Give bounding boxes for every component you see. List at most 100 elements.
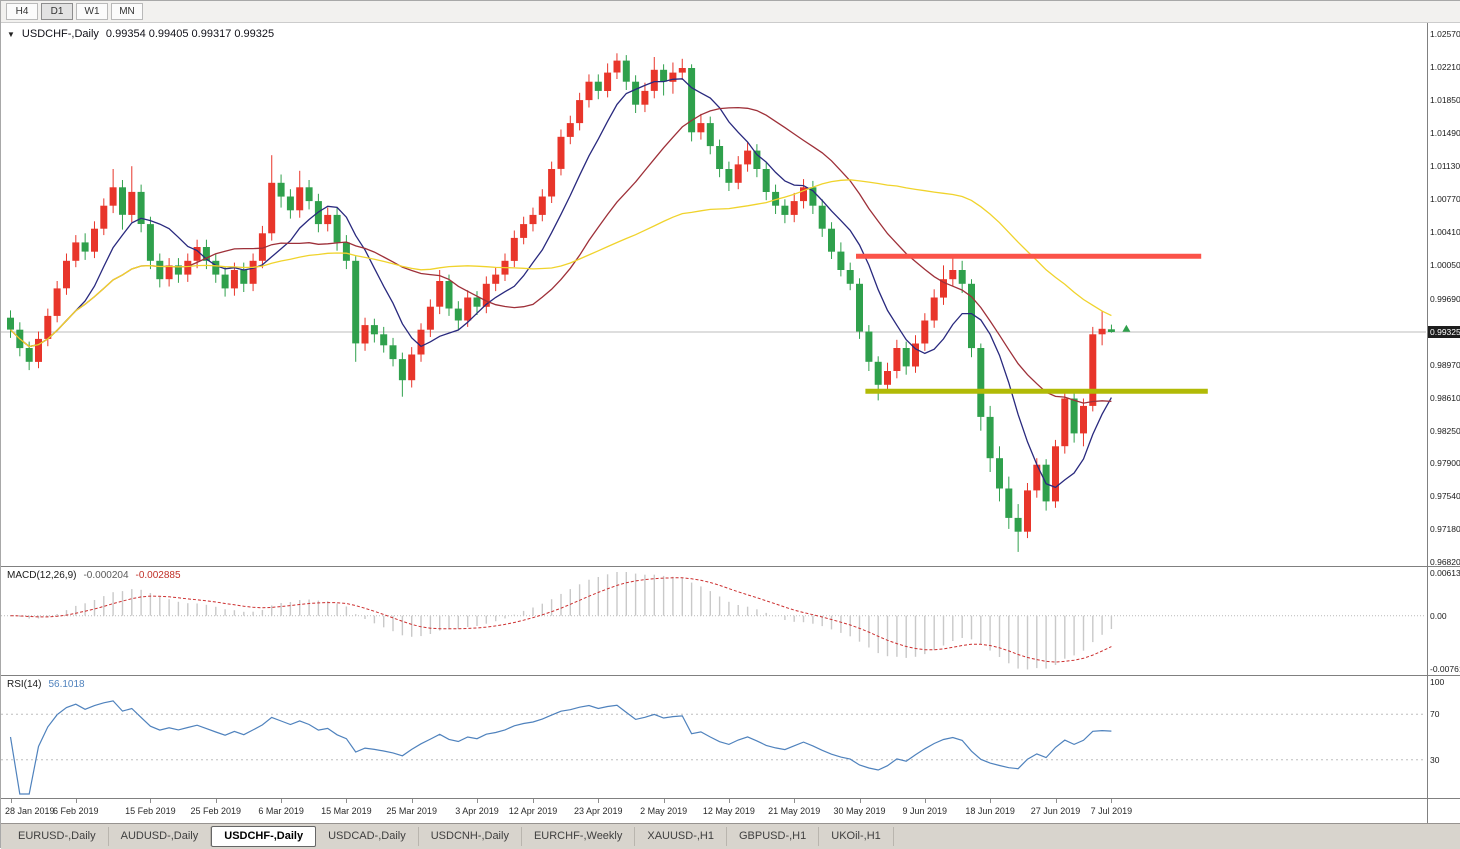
time-axis-label: 25 Mar 2019 <box>386 806 437 816</box>
price-axis-label: 0.98610 <box>1430 392 1460 403</box>
rsi-label: RSI(14) <box>7 679 42 690</box>
macd-chart[interactable] <box>1 567 1426 675</box>
time-axis-tick <box>533 799 534 803</box>
timeframe-button-h4[interactable]: H4 <box>6 3 38 20</box>
time-axis-label: 3 Apr 2019 <box>455 806 499 816</box>
ma-fast-line <box>10 78 1112 489</box>
time-axis-tick <box>728 799 730 803</box>
time-axis-tick <box>1055 799 1057 803</box>
current-price-tag: 0.99325 <box>1428 326 1460 338</box>
time-axis-tick <box>794 799 796 803</box>
price-axis-label: 0.97540 <box>1430 490 1460 501</box>
price-axis-label: 1.00050 <box>1430 260 1460 271</box>
time-axis-tick <box>281 799 283 803</box>
rsi-axis[interactable]: 100 70 30 <box>1427 676 1460 798</box>
time-axis-label: 30 May 2019 <box>833 806 886 816</box>
price-axis-label: 1.01130 <box>1430 161 1460 172</box>
macd-panel: MACD(12,26,9) -0.000204 -0.002885 0.0061… <box>1 567 1460 676</box>
timeframe-button-d1[interactable]: D1 <box>41 3 73 20</box>
rsi-line <box>9 700 1112 795</box>
time-axis-label: 7 Jul 2019 <box>1090 806 1133 816</box>
chart-tab-audusd[interactable]: AUDUSD-,Daily <box>109 827 212 846</box>
time-axis-label: 27 Jun 2019 <box>1030 806 1081 816</box>
chart-tabs-bar: EURUSD-,Daily AUDUSD-,Daily USDCHF-,Daily U… <box>1 823 1460 849</box>
time-axis-label: 6 Mar 2019 <box>258 806 304 816</box>
chart-header: ▼ USDCHF-,Daily 0.99354 0.99405 0.99317 … <box>7 28 274 40</box>
ma-mid-line <box>10 106 1112 404</box>
chart-tab-usdcad[interactable]: USDCAD-,Daily <box>316 827 419 846</box>
time-axis-label: 15 Mar 2019 <box>321 806 372 816</box>
chart-tab-gbpusd[interactable]: GBPUSD-,H1 <box>727 827 820 846</box>
price-axis-label: 0.98250 <box>1430 425 1460 436</box>
time-axis-label: 12 May 2019 <box>702 806 755 816</box>
time-axis-tick <box>411 799 413 803</box>
time-axis-tick <box>1111 799 1113 803</box>
price-axis[interactable]: 1.02570 1.02210 1.01850 1.01490 1.01130 1.007… <box>1427 23 1460 567</box>
chart-tab-usdchf[interactable]: USDCHF-,Daily <box>211 826 317 847</box>
rsi-value: 56.1018 <box>48 679 85 690</box>
time-axis-tick <box>990 799 992 803</box>
chart-tab-xauusd[interactable]: XAUUSD-,H1 <box>635 827 727 846</box>
chart-ohlc-readout: 0.99354 0.99405 0.99317 0.99325 <box>105 28 275 40</box>
chart-tab-ukoil[interactable]: UKOil-,H1 <box>819 827 894 846</box>
price-axis-label: 1.00410 <box>1430 227 1460 238</box>
chart-tab-eurchf[interactable]: EURCHF-,Weekly <box>522 827 636 846</box>
time-axis-tick <box>75 799 77 803</box>
timeframe-toolbar: H4 D1 W1 MN <box>1 1 1460 23</box>
time-axis-tick <box>10 799 12 803</box>
axis-corner <box>1427 799 1460 823</box>
price-marker <box>1122 324 1131 332</box>
time-axis-label: 25 Feb 2019 <box>190 806 242 816</box>
time-axis-tick <box>346 799 348 803</box>
time-axis-label: 21 May 2019 <box>768 806 821 816</box>
chart-symbol-label: USDCHF-,Daily <box>21 28 99 40</box>
chart-tab-eurusd[interactable]: EURUSD-,Daily <box>6 827 109 846</box>
price-axis-label: 1.01490 <box>1430 128 1460 139</box>
time-axis-tick <box>663 799 665 803</box>
time-axis-tick <box>215 799 217 803</box>
time-axis-label: 2 May 2019 <box>640 806 688 816</box>
price-axis-label: 1.02210 <box>1430 62 1460 73</box>
timeframe-button-w1[interactable]: W1 <box>76 3 108 20</box>
ma-slow-line <box>10 179 1112 348</box>
collapse-icon[interactable]: ▼ <box>7 29 15 39</box>
chart-tab-usdcnh[interactable]: USDCNH-,Daily <box>419 827 522 846</box>
time-axis-tick <box>477 799 478 803</box>
time-axis-tick <box>859 799 861 803</box>
price-axis-label: 0.97180 <box>1430 523 1460 534</box>
price-axis-label: 1.02570 <box>1430 29 1460 39</box>
time-axis-label: 12 Apr 2019 <box>508 806 558 816</box>
macd-axis-label: -0.00761 <box>1430 664 1460 674</box>
macd-axis-label: 0.00613 <box>1430 568 1460 578</box>
price-axis-label: 0.99690 <box>1430 293 1460 304</box>
macd-main-value: -0.000204 <box>83 570 129 581</box>
rsi-axis-label: 30 <box>1430 754 1440 765</box>
macd-histogram <box>19 572 1113 670</box>
time-axis[interactable]: 28 Jan 2019 6 Feb 2019 15 Feb 2019 25 Feb 2… <box>1 799 1460 823</box>
rsi-axis-label: 100 <box>1430 677 1445 687</box>
price-axis-label: 1.01850 <box>1430 95 1460 106</box>
macd-signal-line <box>10 577 1112 663</box>
price-axis-label: 0.97900 <box>1430 457 1460 468</box>
rsi-panel: RSI(14) 56.1018 100 70 30 <box>1 676 1460 799</box>
time-axis-label: 6 Feb 2019 <box>53 806 99 816</box>
candlestick-chart[interactable] <box>1 23 1426 566</box>
macd-axis[interactable]: 0.00613 0.00 -0.00761 <box>1427 567 1460 675</box>
time-axis-label: 18 Jun 2019 <box>965 806 1015 816</box>
rsi-header: RSI(14) 56.1018 <box>7 679 85 690</box>
time-axis-tick <box>598 799 600 803</box>
time-axis-label: 23 Apr 2019 <box>574 806 623 816</box>
rsi-axis-label: 70 <box>1430 709 1440 720</box>
time-axis-tick <box>150 799 152 803</box>
timeframe-button-mn[interactable]: MN <box>111 3 143 20</box>
rsi-chart[interactable] <box>1 676 1426 798</box>
candles-layer <box>7 53 1115 552</box>
main-chart-panel: ▼ USDCHF-,Daily 0.99354 0.99405 0.99317 … <box>1 23 1460 567</box>
time-axis-label: 9 Jun 2019 <box>902 806 948 816</box>
macd-signal-value: -0.002885 <box>135 570 181 581</box>
time-axis-tick <box>924 799 926 803</box>
time-axis-label: 28 Jan 2019 <box>5 806 55 816</box>
macd-header: MACD(12,26,9) -0.000204 -0.002885 <box>7 570 181 581</box>
macd-axis-label: 0.00 <box>1430 610 1447 621</box>
price-axis-label: 0.98970 <box>1430 359 1460 370</box>
